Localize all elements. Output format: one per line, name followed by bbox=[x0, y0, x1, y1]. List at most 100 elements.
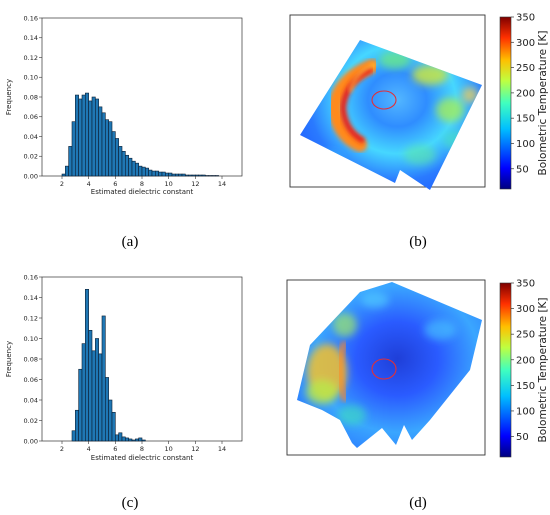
x-tick-label: 14 bbox=[218, 180, 226, 188]
histogram-bar bbox=[138, 165, 143, 177]
y-tick-label: 0.02 bbox=[24, 153, 38, 161]
histogram-bar bbox=[81, 94, 86, 177]
histogram-bar bbox=[75, 409, 79, 442]
histogram-bar bbox=[121, 151, 126, 177]
histogram-bar bbox=[151, 170, 156, 177]
histogram-bar bbox=[148, 169, 153, 177]
histogram-bar bbox=[85, 288, 89, 442]
histogram-bar bbox=[171, 173, 176, 177]
y-tick-label: 0.08 bbox=[24, 355, 38, 363]
histogram-bar bbox=[88, 100, 93, 177]
histogram-bar bbox=[135, 162, 139, 177]
histogram-bar bbox=[141, 166, 146, 177]
histogram-bar bbox=[101, 315, 106, 442]
temperature-map-b bbox=[289, 14, 486, 190]
histogram-c: Frequency Estimated dielectric constant … bbox=[5, 273, 243, 462]
colorbar-tick-label: 100 bbox=[516, 139, 535, 150]
histogram-bar bbox=[141, 439, 146, 442]
colorbar-d: Bolometric Temperature [K] 50 100 150 200 25… bbox=[499, 279, 549, 458]
crater-marker bbox=[371, 90, 397, 110]
panel-label-a: (a) bbox=[122, 234, 139, 250]
histogram-bar bbox=[101, 112, 106, 177]
colorbar-tick-label: 200 bbox=[516, 88, 535, 99]
histogram-bar bbox=[118, 432, 123, 442]
bars bbox=[71, 288, 146, 442]
histogram-bar bbox=[128, 157, 133, 177]
x-tick-label: 12 bbox=[191, 445, 199, 453]
histogram-bar bbox=[115, 138, 119, 177]
histogram-bar bbox=[81, 343, 86, 442]
histogram-bar bbox=[75, 94, 79, 177]
histogram-bar bbox=[168, 172, 173, 177]
colorbar-tick-label: 350 bbox=[516, 13, 535, 24]
y-tick-label: 0.14 bbox=[24, 294, 38, 302]
histogram-bar bbox=[125, 437, 129, 442]
histogram-a: Frequency Estimated dielectric constant … bbox=[5, 14, 243, 196]
y-tick-label: 0.00 bbox=[24, 172, 38, 180]
histogram-bar bbox=[135, 438, 139, 442]
colorbar-tick-label: 150 bbox=[516, 114, 535, 125]
x-tick-label: 10 bbox=[165, 445, 173, 453]
histogram-bar bbox=[71, 430, 76, 442]
colorbar-gradient bbox=[499, 282, 512, 458]
histogram-bar bbox=[95, 338, 99, 442]
y-tick-label: 0.02 bbox=[24, 417, 38, 425]
histogram-bar bbox=[78, 98, 83, 177]
histogram-bar bbox=[78, 368, 83, 442]
histogram-bar bbox=[95, 98, 99, 177]
panel-label-b: (b) bbox=[409, 234, 427, 250]
y-tick-label: 0.10 bbox=[24, 74, 38, 82]
y-tick-label: 0.12 bbox=[24, 314, 38, 322]
histogram-bar bbox=[175, 173, 179, 177]
x-tick-label: 6 bbox=[113, 180, 117, 188]
y-tick-label: 0.16 bbox=[24, 14, 38, 22]
colorbar-tick-label: 350 bbox=[516, 279, 535, 290]
x-tick-label: 2 bbox=[60, 180, 64, 188]
histogram-bar bbox=[108, 399, 113, 442]
histogram-bar bbox=[138, 437, 143, 442]
histogram-bar bbox=[98, 353, 103, 442]
x-tick-label: 10 bbox=[165, 180, 173, 188]
histogram-bar bbox=[158, 171, 163, 177]
histogram-bar bbox=[111, 131, 116, 177]
colorbar-tick-label: 50 bbox=[516, 164, 529, 175]
histogram-bar bbox=[91, 350, 96, 442]
y-tick-label: 0.08 bbox=[24, 93, 38, 101]
histogram-bar bbox=[181, 173, 186, 177]
colorbar-tick-label: 250 bbox=[516, 330, 535, 341]
temperature-map-d bbox=[286, 279, 486, 456]
histogram-bar bbox=[195, 174, 199, 177]
x-tick-label: 2 bbox=[60, 445, 64, 453]
y-tick-label: 0.00 bbox=[24, 437, 38, 445]
histogram-bar bbox=[198, 174, 203, 177]
histogram-bar bbox=[178, 173, 183, 177]
y-tick-label: 0.04 bbox=[24, 133, 38, 141]
y-tick-label: 0.04 bbox=[24, 396, 38, 404]
histogram-bar bbox=[145, 167, 149, 177]
bars bbox=[61, 92, 219, 177]
y-tick-label: 0.16 bbox=[24, 273, 38, 281]
x-tick-label: 8 bbox=[140, 180, 144, 188]
histogram-bar bbox=[85, 92, 89, 177]
x-tick-label: 4 bbox=[87, 180, 91, 188]
x-axis-label: Estimated dielectric constant bbox=[91, 454, 194, 462]
histogram-bar bbox=[111, 411, 116, 442]
histogram-bar bbox=[91, 96, 96, 177]
histogram-bar bbox=[68, 146, 73, 177]
colorbar-b: Bolometric Temperature [K] 50 100 150 200 25… bbox=[499, 13, 549, 190]
colorbar-tick-label: 300 bbox=[516, 304, 535, 315]
histogram-bar bbox=[131, 439, 136, 442]
x-tick-label: 14 bbox=[218, 445, 226, 453]
histogram-bar bbox=[155, 170, 159, 177]
histogram-bar bbox=[105, 377, 109, 442]
y-axis-label: Frequency bbox=[5, 79, 13, 115]
x-tick-label: 8 bbox=[140, 445, 144, 453]
x-tick-label: 6 bbox=[113, 445, 117, 453]
histogram-bar bbox=[128, 438, 133, 442]
colorbar-label: Bolometric Temperature [K] bbox=[537, 30, 549, 175]
colorbar-tick-label: 250 bbox=[516, 63, 535, 74]
panel-label-d: (d) bbox=[409, 495, 427, 511]
colorbar-label: Bolometric Temperature [K] bbox=[537, 297, 549, 442]
crater-marker bbox=[371, 358, 397, 380]
y-tick-label: 0.14 bbox=[24, 34, 38, 42]
